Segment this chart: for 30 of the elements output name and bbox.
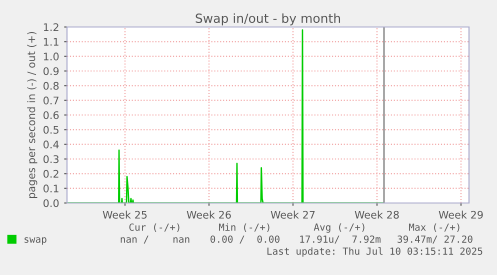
legend-label: swap: [24, 237, 46, 245]
y-tick-label: 0.6: [43, 111, 59, 120]
y-tick-label: 0.1: [43, 184, 58, 192]
y-tick-label: 0.0: [43, 199, 59, 208]
text: 17.91u/ 7.92m: [300, 235, 381, 244]
text: nan / nan: [120, 236, 190, 244]
x-tick-label: Week 26: [186, 210, 231, 219]
y-tick-label: 0.5: [43, 126, 58, 134]
y-tick-label: 1.1: [44, 38, 58, 46]
text: Last update: Thu Jul 10 03:15:11 2025: [267, 247, 482, 257]
y-tick-label: 0.2: [43, 170, 58, 178]
y-tick-label: 1.2: [44, 23, 58, 31]
text: Cur (-/+): [129, 223, 180, 232]
y-tick-label: 0.8: [43, 82, 59, 90]
x-tick-label: Week 27: [270, 210, 315, 219]
y-tick-label: 1.0: [44, 52, 59, 60]
y-tick-label: 0.7: [43, 96, 58, 104]
x-tick-label: Week 29: [438, 210, 483, 219]
text: 0.00 / 0.00: [210, 235, 280, 244]
x-tick-label: Week 25: [102, 210, 147, 219]
y-tick-label: 0.4: [43, 140, 59, 148]
x-tick-label: Week 28: [354, 210, 399, 219]
text: Max (-/+): [409, 223, 460, 232]
text: Avg (-/+): [314, 223, 364, 233]
y-tick-label: 0.9: [43, 67, 59, 76]
text: 39.47m/ 27.20: [398, 235, 472, 244]
chart-title: Swap in/out - by month: [196, 13, 340, 26]
text: Min (-/+): [219, 223, 270, 232]
y-axis-title: pages per second in (-) / out (+): [27, 32, 38, 198]
y-tick-label: 0.3: [43, 155, 59, 164]
